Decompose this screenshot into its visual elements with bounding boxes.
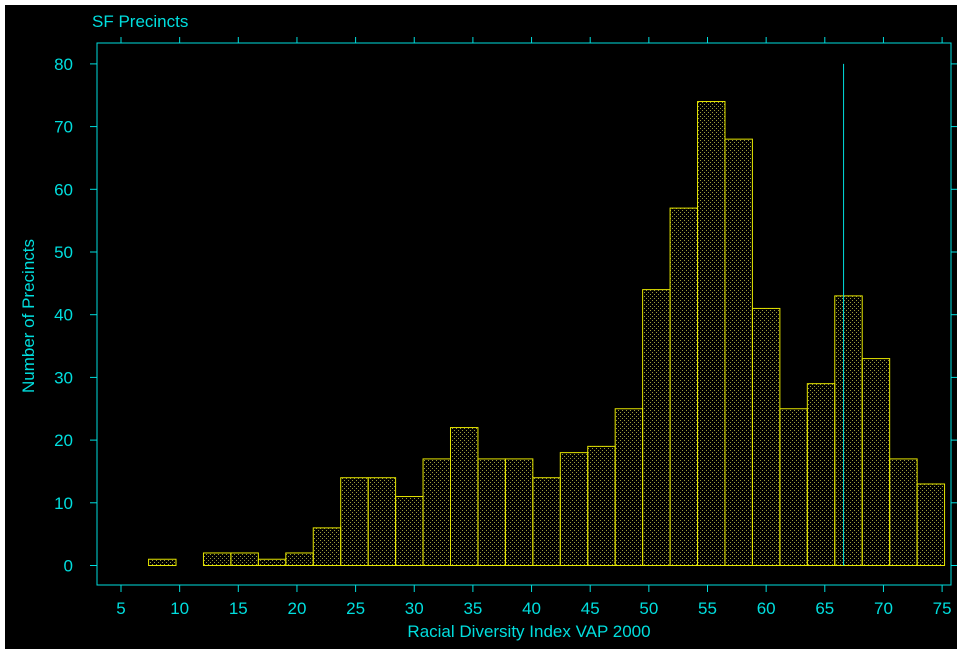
y-tick-label: 30	[54, 368, 73, 387]
histogram-bar	[642, 289, 671, 566]
histogram-bar	[340, 477, 369, 566]
histogram-bar	[202, 552, 232, 567]
x-tick-label: 55	[698, 599, 717, 618]
histogram-bar	[889, 458, 918, 566]
histogram-bar	[449, 427, 479, 566]
plot-frame	[96, 42, 952, 586]
histogram-bar	[779, 408, 808, 566]
x-tick-label: 70	[874, 599, 893, 618]
x-tick-label: 35	[463, 599, 482, 618]
histogram-bar	[257, 558, 287, 566]
histogram-bar	[395, 496, 424, 566]
x-tick-label: 50	[639, 599, 658, 618]
histogram-bar	[834, 295, 863, 566]
histogram-bar	[806, 383, 836, 567]
x-tick-label: 5	[116, 599, 125, 618]
x-tick-label: 10	[170, 599, 189, 618]
histogram-bar	[285, 552, 314, 567]
x-tick-label: 20	[287, 599, 306, 618]
y-tick-label: 10	[54, 494, 73, 513]
histogram-bar	[669, 207, 699, 567]
histogram-bar	[614, 408, 644, 566]
histogram-bar	[312, 527, 342, 567]
y-tick-label: 80	[54, 55, 73, 74]
histogram-bar	[559, 452, 589, 567]
histogram-bar	[230, 552, 259, 567]
y-tick-label: 70	[54, 118, 73, 137]
x-tick-label: 40	[522, 599, 541, 618]
x-tick-label: 45	[581, 599, 600, 618]
histogram-bar	[422, 458, 451, 566]
x-tick-label: 75	[933, 599, 952, 618]
chart-title: SF Precincts	[92, 12, 188, 31]
x-tick-label: 25	[346, 599, 365, 618]
y-tick-label: 40	[54, 306, 73, 325]
x-tick-label: 30	[405, 599, 424, 618]
x-tick-label: 60	[757, 599, 776, 618]
histogram-bar	[504, 458, 534, 566]
histogram-bar	[861, 358, 891, 566]
histogram-bar	[724, 138, 753, 566]
x-axis-label: Racial Diversity Index VAP 2000	[407, 622, 650, 641]
x-tick-label: 65	[815, 599, 834, 618]
y-tick-label: 60	[54, 180, 73, 199]
bars	[148, 101, 946, 567]
chart-canvas: SF Precincts Racial Diversity Index VAP …	[19, 12, 957, 641]
y-tick-label: 20	[54, 431, 73, 450]
histogram-bar	[148, 558, 177, 566]
x-tick-label: 15	[229, 599, 248, 618]
histogram-bar	[697, 101, 726, 567]
histogram-bar	[477, 458, 506, 566]
histogram-bar	[367, 477, 397, 566]
y-tick-label: 50	[54, 243, 73, 262]
histogram-bar	[587, 445, 616, 566]
histogram-bar	[532, 477, 561, 566]
y-axis-label: Number of Precincts	[19, 239, 38, 393]
histogram-bar	[751, 307, 781, 566]
axes: 5 10 15 20 25 30 35 40 45 50 55 60 65 70 75 0 10 20 30 40 50…	[54, 37, 957, 618]
histogram-chart: SF Precincts Racial Diversity Index VAP …	[5, 5, 957, 649]
histogram-bar	[916, 483, 946, 566]
y-tick-label: 0	[64, 557, 73, 576]
